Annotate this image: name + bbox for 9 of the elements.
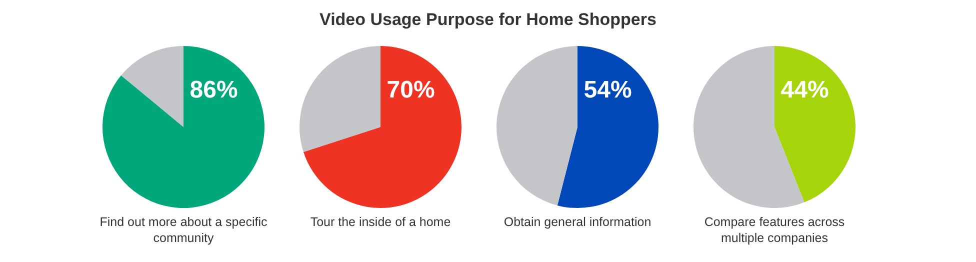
- text: Find out more about a specific community: [98, 214, 268, 246]
- data-label: 54%: [584, 76, 632, 104]
- data-label: 70%: [386, 76, 435, 104]
- text: Tour the inside of a home: [309, 214, 452, 230]
- text: Compare features across multiple companies: [703, 214, 846, 246]
- text: Video Usage Purpose for Home Shoppers: [318, 10, 658, 30]
- text: Obtain general information: [502, 214, 652, 230]
- data-label: 44%: [780, 76, 829, 104]
- data-label: 86%: [190, 76, 238, 104]
